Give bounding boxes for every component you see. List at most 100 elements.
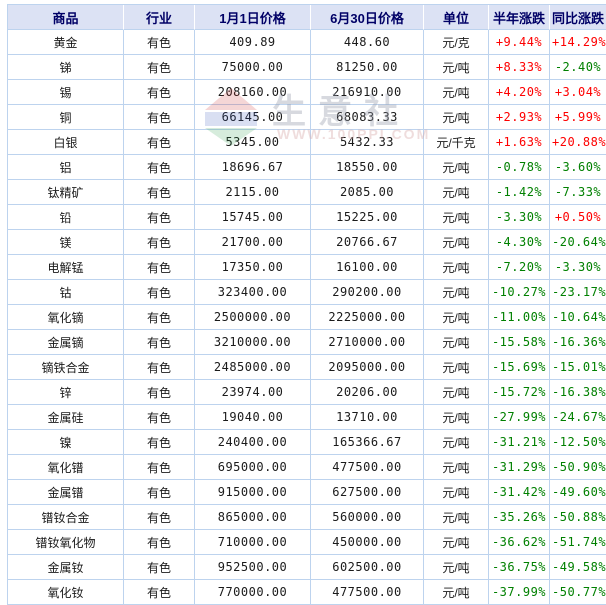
product-cell[interactable]: 锡: [8, 80, 124, 105]
jan1-price-cell: 2115.00: [195, 180, 311, 205]
jan1-price-cell: 18696.67: [195, 155, 311, 180]
unit-cell: 元/吨: [424, 480, 489, 505]
half-year-change-cell: -4.30%: [489, 230, 550, 255]
product-cell[interactable]: 金属硅: [8, 405, 124, 430]
half-year-change-cell: -7.20%: [489, 255, 550, 280]
product-cell[interactable]: 镍: [8, 430, 124, 455]
half-year-change-cell: -0.78%: [489, 155, 550, 180]
jan1-price-cell: 3210000.00: [195, 330, 311, 355]
jun30-price-cell: 20206.00: [311, 380, 424, 405]
unit-cell: 元/千克: [424, 130, 489, 155]
product-cell[interactable]: 钴: [8, 280, 124, 305]
industry-cell: 有色: [124, 230, 195, 255]
unit-cell: 元/吨: [424, 530, 489, 555]
yoy-change-cell: -16.36%: [550, 330, 606, 355]
jan1-price-cell: 770000.00: [195, 580, 311, 605]
jan1-price-cell: 409.89: [195, 30, 311, 55]
col-header-product: 商品: [8, 5, 124, 30]
industry-cell: 有色: [124, 505, 195, 530]
industry-cell: 有色: [124, 180, 195, 205]
product-cell[interactable]: 铝: [8, 155, 124, 180]
product-cell[interactable]: 钛精矿: [8, 180, 124, 205]
unit-cell: 元/吨: [424, 80, 489, 105]
jun30-price-cell: 450000.00: [311, 530, 424, 555]
table-header: 商品 行业 1月1日价格 6月30日价格 单位 半年涨跌 同比涨跌: [8, 5, 606, 30]
yoy-change-cell: +20.88%: [550, 130, 606, 155]
jun30-price-cell: 2085.00: [311, 180, 424, 205]
product-cell[interactable]: 镝铁合金: [8, 355, 124, 380]
product-cell[interactable]: 金属钕: [8, 555, 124, 580]
half-year-change-cell: -27.99%: [489, 405, 550, 430]
yoy-change-cell: +3.04%: [550, 80, 606, 105]
jan1-price-cell: 5345.00: [195, 130, 311, 155]
product-cell[interactable]: 白银: [8, 130, 124, 155]
yoy-change-cell: -49.60%: [550, 480, 606, 505]
product-cell[interactable]: 金属镝: [8, 330, 124, 355]
table-row: 金属镝 有色 3210000.00 2710000.00 元/吨 -15.58%…: [8, 330, 606, 355]
half-year-change-cell: +4.20%: [489, 80, 550, 105]
industry-cell: 有色: [124, 280, 195, 305]
product-cell[interactable]: 黄金: [8, 30, 124, 55]
product-cell[interactable]: 镨钕氧化物: [8, 530, 124, 555]
industry-cell: 有色: [124, 355, 195, 380]
yoy-change-cell: +0.50%: [550, 205, 606, 230]
unit-cell: 元/吨: [424, 405, 489, 430]
jan1-price-cell: 75000.00: [195, 55, 311, 80]
table-row: 金属硅 有色 19040.00 13710.00 元/吨 -27.99% -24…: [8, 405, 606, 430]
table-row: 锡 有色 208160.00 216910.00 元/吨 +4.20% +3.0…: [8, 80, 606, 105]
jan1-price-cell: 323400.00: [195, 280, 311, 305]
half-year-change-cell: -36.75%: [489, 555, 550, 580]
product-cell[interactable]: 锑: [8, 55, 124, 80]
table-row: 氧化钕 有色 770000.00 477500.00 元/吨 -37.99% -…: [8, 580, 606, 605]
yoy-change-cell: -23.17%: [550, 280, 606, 305]
product-cell[interactable]: 铅: [8, 205, 124, 230]
table-row: 氧化镝 有色 2500000.00 2225000.00 元/吨 -11.00%…: [8, 305, 606, 330]
table-row: 锑 有色 75000.00 81250.00 元/吨 +8.33% -2.40%: [8, 55, 606, 80]
table-row: 镍 有色 240400.00 165366.67 元/吨 -31.21% -12…: [8, 430, 606, 455]
product-cell[interactable]: 氧化镨: [8, 455, 124, 480]
yoy-change-cell: +14.29%: [550, 30, 606, 55]
product-cell[interactable]: 氧化钕: [8, 580, 124, 605]
unit-cell: 元/吨: [424, 230, 489, 255]
half-year-change-cell: +8.33%: [489, 55, 550, 80]
product-cell[interactable]: 镁: [8, 230, 124, 255]
industry-cell: 有色: [124, 155, 195, 180]
table-row: 镨钕合金 有色 865000.00 560000.00 元/吨 -35.26% …: [8, 505, 606, 530]
yoy-change-cell: -16.38%: [550, 380, 606, 405]
half-year-change-cell: -15.58%: [489, 330, 550, 355]
industry-cell: 有色: [124, 205, 195, 230]
yoy-change-cell: -50.90%: [550, 455, 606, 480]
jan1-price-cell: 710000.00: [195, 530, 311, 555]
yoy-change-cell: -24.67%: [550, 405, 606, 430]
unit-cell: 元/吨: [424, 380, 489, 405]
yoy-change-cell: +5.99%: [550, 105, 606, 130]
product-cell[interactable]: 金属镨: [8, 480, 124, 505]
jan1-price-cell: 240400.00: [195, 430, 311, 455]
jun30-price-cell: 18550.00: [311, 155, 424, 180]
half-year-change-cell: -15.72%: [489, 380, 550, 405]
yoy-change-cell: -50.88%: [550, 505, 606, 530]
product-cell[interactable]: 锌: [8, 380, 124, 405]
jan1-price-cell: 952500.00: [195, 555, 311, 580]
yoy-change-cell: -3.60%: [550, 155, 606, 180]
half-year-change-cell: +1.63%: [489, 130, 550, 155]
unit-cell: 元/吨: [424, 505, 489, 530]
half-year-change-cell: -36.62%: [489, 530, 550, 555]
table-row: 镝铁合金 有色 2485000.00 2095000.00 元/吨 -15.69…: [8, 355, 606, 380]
product-cell[interactable]: 电解锰: [8, 255, 124, 280]
col-header-unit: 单位: [424, 5, 489, 30]
jan1-price-cell: 695000.00: [195, 455, 311, 480]
jan1-price-cell: 208160.00: [195, 80, 311, 105]
table-row: 白银 有色 5345.00 5432.33 元/千克 +1.63% +20.88…: [8, 130, 606, 155]
table-body: 黄金 有色 409.89 448.60 元/克 +9.44% +14.29% 锑…: [8, 30, 606, 605]
jun30-price-cell: 13710.00: [311, 405, 424, 430]
product-cell[interactable]: 铜: [8, 105, 124, 130]
table-row: 镁 有色 21700.00 20766.67 元/吨 -4.30% -20.64…: [8, 230, 606, 255]
jun30-price-cell: 477500.00: [311, 455, 424, 480]
half-year-change-cell: -35.26%: [489, 505, 550, 530]
product-cell[interactable]: 镨钕合金: [8, 505, 124, 530]
product-cell[interactable]: 氧化镝: [8, 305, 124, 330]
jun30-price-cell: 448.60: [311, 30, 424, 55]
industry-cell: 有色: [124, 80, 195, 105]
table-row: 金属镨 有色 915000.00 627500.00 元/吨 -31.42% -…: [8, 480, 606, 505]
